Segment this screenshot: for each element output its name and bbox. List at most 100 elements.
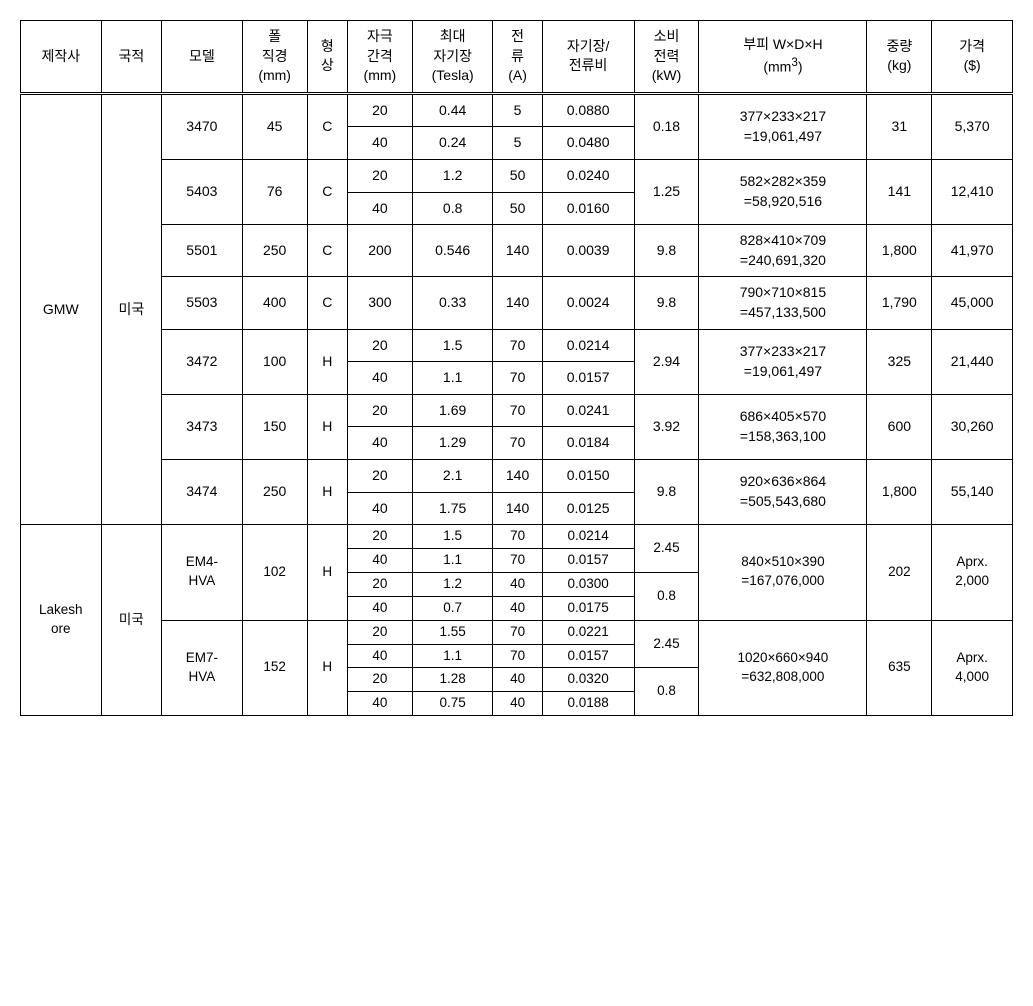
cell-gap: 300 xyxy=(347,277,412,329)
cell-model: 5403 xyxy=(162,159,243,224)
cell-weight: 1,790 xyxy=(867,277,932,329)
cell-weight: 635 xyxy=(867,620,932,716)
cell-field: 0.8 xyxy=(412,192,493,225)
th-volume: 부피 W×D×H(mm3) xyxy=(699,21,867,94)
cell-power: 9.8 xyxy=(634,459,699,524)
cell-ratio: 0.0157 xyxy=(542,644,634,668)
cell-current: 5 xyxy=(493,93,542,127)
cell-shape: H xyxy=(307,459,347,524)
cell-gap: 40 xyxy=(347,362,412,395)
th-price: 가격($) xyxy=(932,21,1013,94)
cell-gap: 20 xyxy=(347,620,412,644)
cell-pole: 250 xyxy=(242,225,307,277)
cell-gap: 40 xyxy=(347,427,412,460)
cell-volume: 377×233×217=19,061,497 xyxy=(699,329,867,394)
cell-gap: 20 xyxy=(347,93,412,127)
cell-power: 2.45 xyxy=(634,620,699,668)
cell-gap: 40 xyxy=(347,596,412,620)
table-row: 5403 76 C 20 1.2 50 0.0240 1.25 582×282×… xyxy=(21,159,1013,192)
cell-price: Aprx.4,000 xyxy=(932,620,1013,716)
cell-volume: 790×710×815=457,133,500 xyxy=(699,277,867,329)
th-pole-dia: 폴직경(mm) xyxy=(242,21,307,94)
cell-ratio: 0.0184 xyxy=(542,427,634,460)
cell-power: 0.18 xyxy=(634,93,699,159)
cell-weight: 31 xyxy=(867,93,932,159)
cell-field: 0.7 xyxy=(412,596,493,620)
cell-shape: C xyxy=(307,93,347,159)
table-row: EM7-HVA 152 H 20 1.55 70 0.0221 2.45 102… xyxy=(21,620,1013,644)
cell-gap: 40 xyxy=(347,492,412,525)
cell-current: 140 xyxy=(493,459,542,492)
cell-pole: 250 xyxy=(242,459,307,524)
cell-power: 0.8 xyxy=(634,572,699,620)
cell-weight: 325 xyxy=(867,329,932,394)
cell-ratio: 0.0150 xyxy=(542,459,634,492)
cell-price: 5,370 xyxy=(932,93,1013,159)
cell-ratio: 0.0175 xyxy=(542,596,634,620)
table-row: 3474 250 H 20 2.1 140 0.0150 9.8 920×636… xyxy=(21,459,1013,492)
cell-model: EM7-HVA xyxy=(162,620,243,716)
cell-ratio: 0.0300 xyxy=(542,572,634,596)
cell-current: 140 xyxy=(493,225,542,277)
cell-volume: 377×233×217=19,061,497 xyxy=(699,93,867,159)
table-row: GMW 미국 3470 45 C 20 0.44 5 0.0880 0.18 3… xyxy=(21,93,1013,127)
cell-gap: 40 xyxy=(347,127,412,160)
cell-model: 3474 xyxy=(162,459,243,524)
cell-gap: 40 xyxy=(347,548,412,572)
cell-price: 12,410 xyxy=(932,159,1013,224)
cell-power: 2.45 xyxy=(634,525,699,573)
cell-gap: 20 xyxy=(347,394,412,427)
cell-ratio: 0.0320 xyxy=(542,668,634,692)
th-model: 모델 xyxy=(162,21,243,94)
cell-current: 40 xyxy=(493,572,542,596)
cell-power: 9.8 xyxy=(634,225,699,277)
cell-model: 5503 xyxy=(162,277,243,329)
cell-field: 0.24 xyxy=(412,127,493,160)
cell-ratio: 0.0039 xyxy=(542,225,634,277)
cell-ratio: 0.0024 xyxy=(542,277,634,329)
cell-shape: H xyxy=(307,329,347,394)
cell-field: 0.33 xyxy=(412,277,493,329)
cell-field: 1.5 xyxy=(412,525,493,549)
cell-power: 3.92 xyxy=(634,394,699,459)
cell-power: 9.8 xyxy=(634,277,699,329)
th-gap: 자극간격(mm) xyxy=(347,21,412,94)
cell-current: 70 xyxy=(493,620,542,644)
th-shape: 형상 xyxy=(307,21,347,94)
cell-model: 3472 xyxy=(162,329,243,394)
cell-field: 1.1 xyxy=(412,362,493,395)
cell-current: 70 xyxy=(493,525,542,549)
table-header-row: 제작사 국적 모델 폴직경(mm) 형상 자극간격(mm) 최대자기장(Tesl… xyxy=(21,21,1013,94)
cell-field: 1.75 xyxy=(412,492,493,525)
th-weight: 중량(kg) xyxy=(867,21,932,94)
cell-ratio: 0.0221 xyxy=(542,620,634,644)
table-row: 3472 100 H 20 1.5 70 0.0214 2.94 377×233… xyxy=(21,329,1013,362)
cell-volume: 840×510×390=167,076,000 xyxy=(699,525,867,621)
cell-maker: Lakeshore xyxy=(21,525,102,716)
cell-current: 40 xyxy=(493,596,542,620)
cell-pole: 76 xyxy=(242,159,307,224)
cell-current: 70 xyxy=(493,329,542,362)
cell-current: 70 xyxy=(493,394,542,427)
cell-model: 5501 xyxy=(162,225,243,277)
cell-current: 70 xyxy=(493,644,542,668)
cell-current: 70 xyxy=(493,427,542,460)
cell-pole: 152 xyxy=(242,620,307,716)
cell-shape: C xyxy=(307,225,347,277)
cell-field: 1.1 xyxy=(412,548,493,572)
cell-gap: 20 xyxy=(347,525,412,549)
cell-weight: 1,800 xyxy=(867,225,932,277)
cell-shape: C xyxy=(307,159,347,224)
th-current: 전류(A) xyxy=(493,21,542,94)
cell-pole: 45 xyxy=(242,93,307,159)
cell-gap: 20 xyxy=(347,329,412,362)
cell-shape: H xyxy=(307,620,347,716)
cell-weight: 1,800 xyxy=(867,459,932,524)
spec-table: 제작사 국적 모델 폴직경(mm) 형상 자극간격(mm) 최대자기장(Tesl… xyxy=(20,20,1013,716)
cell-ratio: 0.0214 xyxy=(542,329,634,362)
cell-price: 41,970 xyxy=(932,225,1013,277)
cell-shape: H xyxy=(307,394,347,459)
cell-ratio: 0.0880 xyxy=(542,93,634,127)
cell-current: 140 xyxy=(493,277,542,329)
cell-pole: 400 xyxy=(242,277,307,329)
